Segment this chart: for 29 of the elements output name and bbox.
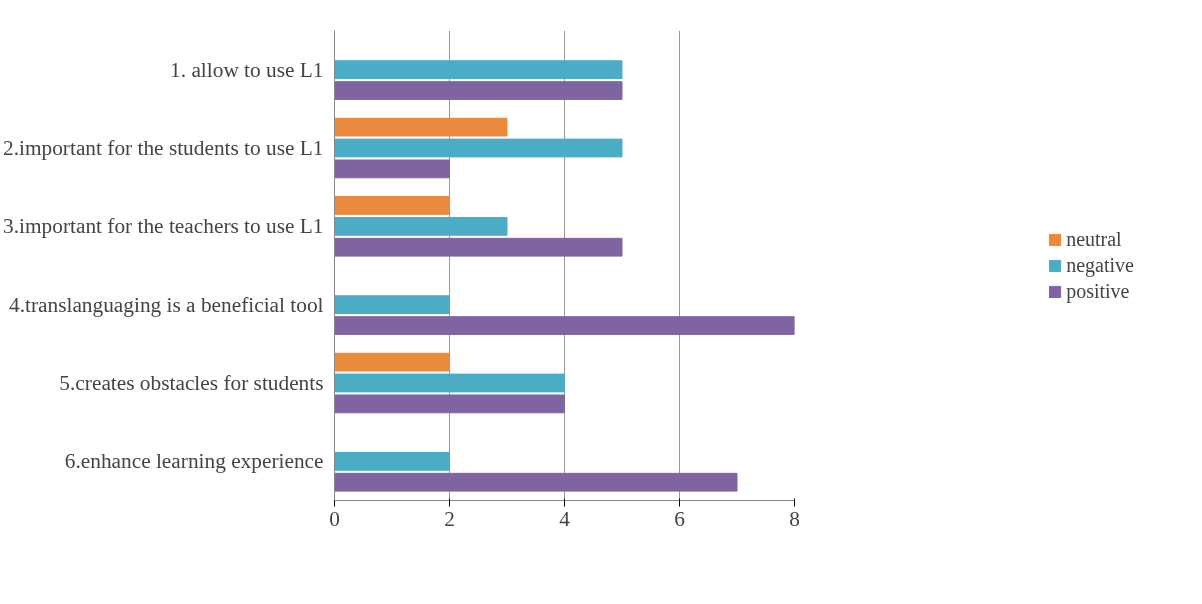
- y-tick-label: 2.important for the students to use L1: [3, 136, 324, 160]
- bar: [334, 216, 508, 236]
- y-tick-label: 5.creates obstacles for students: [59, 371, 324, 395]
- bar: [334, 295, 450, 315]
- bar: [334, 472, 738, 492]
- x-tick-label: 6: [674, 506, 686, 531]
- bar: [334, 159, 450, 179]
- x-tick-label: 4: [559, 506, 571, 531]
- legend-label: positive: [1066, 279, 1130, 303]
- x-tick-label: 2: [444, 506, 455, 531]
- y-tick-label: 6.enhance learning experience: [64, 449, 324, 474]
- legend-label: negative: [1066, 253, 1134, 277]
- bar: [334, 373, 565, 393]
- bar: [334, 81, 623, 100]
- legend-label: neutral: [1066, 227, 1122, 251]
- bar: [334, 60, 623, 80]
- bar: [334, 451, 450, 471]
- x-tick-label: 0: [329, 506, 340, 531]
- bar: [334, 117, 508, 137]
- bar: [334, 138, 623, 158]
- y-tick-label: 1. allow to use L1: [170, 57, 324, 82]
- bar: [334, 196, 450, 215]
- bar: [334, 316, 795, 335]
- y-tick-label: 3.important for the teachers to use L1: [3, 214, 324, 239]
- bar: [334, 352, 450, 372]
- bar: [334, 394, 565, 414]
- bar: [334, 237, 623, 257]
- y-tick-label: 4.translanguaging is a beneficial tool: [9, 292, 324, 317]
- x-tick-label: 8: [789, 506, 800, 531]
